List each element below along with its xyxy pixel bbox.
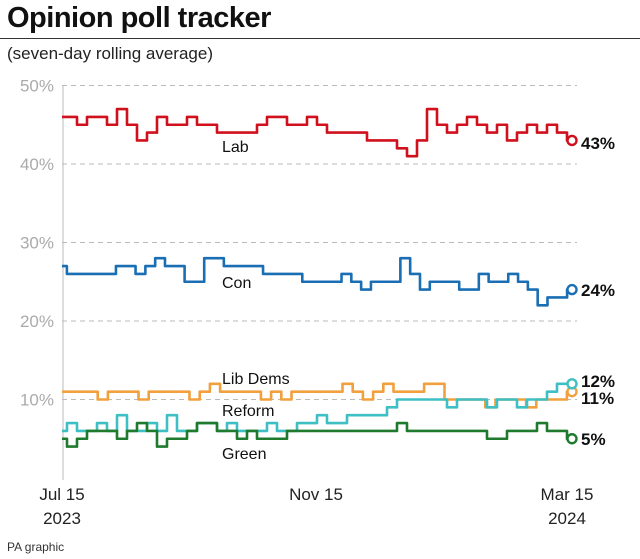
title-divider [0, 38, 640, 39]
chart-title: Opinion poll tracker [7, 2, 271, 34]
end-marker-con [566, 283, 578, 296]
end-value-label-con: 24% [581, 281, 615, 300]
y-tick-label: 40% [20, 155, 54, 174]
y-tick-label: 50% [20, 77, 54, 96]
series-label-con: Con [222, 275, 251, 292]
x-tick-label: Nov 15 [289, 485, 343, 504]
x-tick-label: Mar 15 [541, 485, 594, 504]
series-line-lab [62, 107, 572, 158]
source-credit: PA graphic [7, 540, 65, 554]
y-tick-label: 20% [20, 312, 54, 331]
series-line-con [62, 256, 572, 307]
end-value-label-reform: 12% [581, 372, 615, 391]
x-tick-year: 2024 [548, 509, 586, 528]
chart-subtitle: (seven-day rolling average) [7, 44, 213, 63]
series-line-lib-dems [62, 382, 572, 409]
series-label-lib-dems: Lib Dems [222, 371, 290, 388]
x-tick-year: 2023 [43, 509, 81, 528]
y-tick-label: 30% [20, 234, 54, 253]
y-tick-label: 10% [20, 391, 54, 410]
end-value-label-lab: 43% [581, 134, 615, 153]
end-marker-lab [566, 134, 578, 147]
series-label-reform: Reform [222, 403, 274, 420]
series-line-reform [62, 382, 572, 433]
series-label-green: Green [222, 446, 266, 463]
series-label-lab: Lab [222, 139, 249, 156]
end-marker-green [566, 433, 578, 445]
end-value-label-lib-dems: 11% [581, 389, 614, 408]
end-marker-reform [566, 378, 578, 390]
end-value-label-green: 5% [581, 430, 606, 449]
series-line-green [62, 421, 572, 448]
x-tick-label: Jul 15 [39, 485, 84, 504]
